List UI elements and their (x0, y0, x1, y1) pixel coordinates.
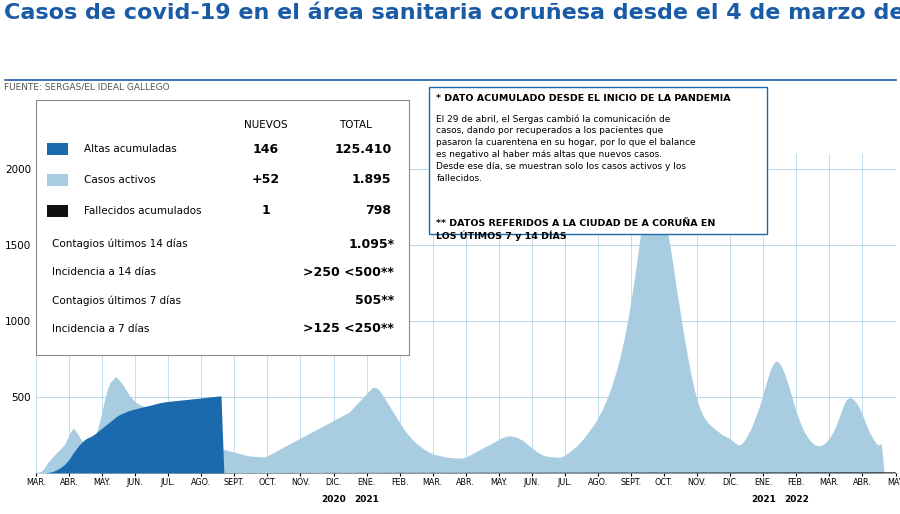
Text: 1.095*: 1.095* (348, 237, 394, 251)
Text: 125.410: 125.410 (334, 142, 392, 156)
Text: * DATO ACUMULADO DESDE EL INICIO DE LA PANDEMIA: * DATO ACUMULADO DESDE EL INICIO DE LA P… (436, 94, 731, 103)
Text: Contagios últimos 7 días: Contagios últimos 7 días (52, 296, 181, 306)
Text: Altas acumuladas: Altas acumuladas (84, 144, 176, 154)
Text: >250 <500**: >250 <500** (303, 266, 394, 279)
Text: >125 <250**: >125 <250** (303, 322, 394, 336)
Text: TOTAL: TOTAL (339, 120, 372, 130)
Text: 2021: 2021 (354, 495, 379, 504)
Text: 798: 798 (365, 204, 392, 217)
Text: Incidencia a 7 días: Incidencia a 7 días (52, 324, 149, 334)
Text: 2021: 2021 (751, 495, 776, 504)
Text: +52: +52 (251, 173, 280, 187)
Text: Fallecidos acumulados: Fallecidos acumulados (84, 206, 202, 216)
Text: 146: 146 (252, 142, 279, 156)
Text: Casos de covid-19 en el área sanitaria coruñesa desde el 4 de marzo de 2020: Casos de covid-19 en el área sanitaria c… (4, 3, 900, 23)
Text: Incidencia a 14 días: Incidencia a 14 días (52, 267, 157, 278)
Text: ** DATOS REFERIDOS A LA CIUDAD DE A CORUÑA EN
LOS ÚTIMOS 7 y 14 DÍAS: ** DATOS REFERIDOS A LA CIUDAD DE A CORU… (436, 219, 716, 241)
Text: 2020: 2020 (321, 495, 346, 504)
Text: El 29 de abril, el Sergas cambió la comunicación de
casos, dando por recuperados: El 29 de abril, el Sergas cambió la comu… (436, 114, 696, 182)
Text: 505**: 505** (355, 294, 394, 307)
Text: 1.895: 1.895 (352, 173, 392, 187)
Text: Casos activos: Casos activos (84, 175, 156, 185)
Text: 2022: 2022 (784, 495, 809, 504)
Text: Contagios últimos 14 días: Contagios últimos 14 días (52, 239, 188, 249)
Text: 1: 1 (261, 204, 270, 217)
Text: FUENTE: SERGAS/EL IDEAL GALLEGO: FUENTE: SERGAS/EL IDEAL GALLEGO (4, 82, 170, 91)
Text: NUEVOS: NUEVOS (244, 120, 287, 130)
